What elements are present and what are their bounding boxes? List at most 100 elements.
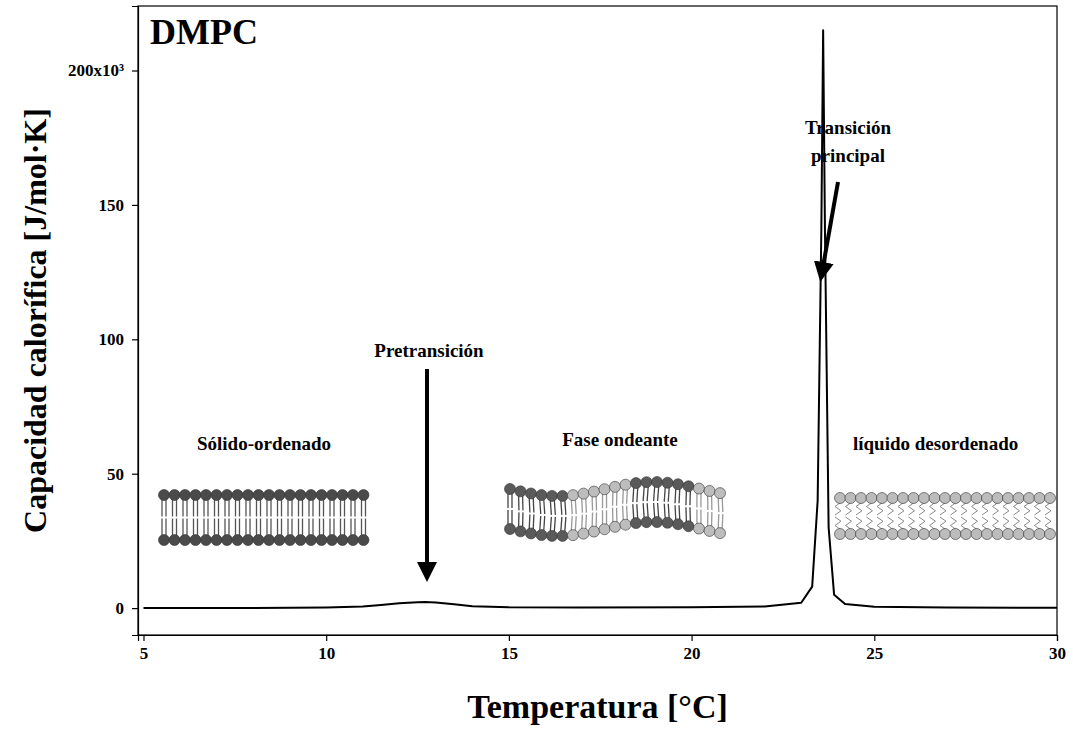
lipid-head xyxy=(159,535,170,546)
lipid-head xyxy=(169,490,180,501)
lipid-head xyxy=(1013,529,1024,540)
lipid-head xyxy=(715,488,726,499)
x-tick-mark xyxy=(143,635,144,641)
x-axis: 51015202530 xyxy=(139,635,1067,663)
lipid-head xyxy=(835,493,846,504)
y-axis: 0 50 100 150 200x10³ xyxy=(68,7,139,636)
lipid-head xyxy=(919,529,930,540)
lipid-head xyxy=(992,493,1003,504)
lipid-head xyxy=(683,521,694,532)
lipid-head xyxy=(1003,493,1014,504)
y-tick-label: 150 xyxy=(99,196,125,215)
lipid-head xyxy=(919,493,930,504)
x-tick-label: 5 xyxy=(140,644,149,663)
lipid-head xyxy=(992,529,1003,540)
x-axis-line xyxy=(139,636,1058,642)
x-tick-label: 10 xyxy=(318,644,335,663)
y-tick-mark xyxy=(132,70,138,71)
lipid-head xyxy=(274,490,285,501)
y-tick: 100 xyxy=(99,330,139,349)
lipid-head xyxy=(348,490,359,501)
lipid-head xyxy=(866,529,877,540)
y-tick: 200x10³ xyxy=(68,61,138,80)
lipid-head xyxy=(243,535,254,546)
lipid-head xyxy=(662,517,673,528)
lipid-head xyxy=(908,493,919,504)
lipid-head xyxy=(327,490,338,501)
annotation: Fase ondeante xyxy=(562,429,678,450)
lipid-head xyxy=(940,493,951,504)
lipid-head xyxy=(694,523,705,534)
lipid-head xyxy=(295,535,306,546)
y-tick-label: 0 xyxy=(116,599,125,618)
lipid-head xyxy=(610,481,621,492)
lipid-head xyxy=(1034,529,1045,540)
x-tick-label: 30 xyxy=(1049,644,1066,663)
lipid-head xyxy=(274,535,285,546)
y-tick-label: 200x10³ xyxy=(68,61,124,80)
lipid-head xyxy=(971,493,982,504)
annotation: Sólido-ordenado xyxy=(197,433,331,454)
lipid-head xyxy=(866,493,877,504)
annotations: PretransiciónTransiciónprincipalSólido-o… xyxy=(197,117,1018,578)
lipid-head xyxy=(610,521,621,532)
lipid-head xyxy=(358,535,369,546)
x-tick: 15 xyxy=(501,635,518,663)
lipid-head xyxy=(568,490,579,501)
lipid-head xyxy=(641,517,652,528)
lipid-head xyxy=(631,478,642,489)
lipid-head xyxy=(159,490,170,501)
lipid-head xyxy=(1034,493,1045,504)
lipid-head xyxy=(253,535,264,546)
y-tick-label: 50 xyxy=(107,465,124,484)
lipid-head xyxy=(190,490,201,501)
x-tick: 5 xyxy=(140,635,149,663)
arrow xyxy=(821,182,838,278)
lipid-head xyxy=(704,525,715,536)
lipid-head xyxy=(285,490,296,501)
membrane-cartoons xyxy=(159,477,1056,546)
lipid-head xyxy=(1045,529,1056,540)
heat-capacity-line xyxy=(143,30,1057,608)
lipid-head xyxy=(887,493,898,504)
lipid-head xyxy=(887,529,898,540)
lipid-head xyxy=(578,528,589,539)
x-axis-title: Temperatura [°C] xyxy=(467,688,728,725)
lipid-head xyxy=(950,529,961,540)
lipid-head xyxy=(578,488,589,499)
lipid-head xyxy=(589,526,600,537)
lipid-head xyxy=(1024,493,1035,504)
y-axis-line xyxy=(132,7,139,636)
x-tick-mark xyxy=(1057,635,1058,641)
y-tick-mark xyxy=(132,474,138,475)
data-layer xyxy=(143,30,1057,608)
lipid-head xyxy=(557,530,568,541)
lipid-head xyxy=(940,529,951,540)
lipid-head xyxy=(929,493,940,504)
lipid-head xyxy=(211,490,222,501)
lipid-head xyxy=(515,526,526,537)
lipid-head xyxy=(201,490,212,501)
lipid-head xyxy=(620,479,631,490)
membrane-ripple xyxy=(505,477,726,542)
lipid-head xyxy=(589,486,600,497)
lipid-head xyxy=(1045,493,1056,504)
x-tick: 20 xyxy=(684,635,701,663)
lipid-head xyxy=(856,529,867,540)
lipid-head xyxy=(845,493,856,504)
membrane-liquid xyxy=(835,493,1056,540)
lipid-head xyxy=(180,535,191,546)
lipid-head xyxy=(929,529,940,540)
lipid-head xyxy=(845,529,856,540)
lipid-head xyxy=(961,493,972,504)
lipid-head xyxy=(652,477,663,488)
lipid-head xyxy=(337,490,348,501)
lipid-head xyxy=(505,524,516,535)
lipid-head xyxy=(358,490,369,501)
annotation: Transiciónprincipal xyxy=(805,117,892,166)
lipid-head xyxy=(547,530,558,541)
lipid-head xyxy=(704,485,715,496)
lipid-head xyxy=(673,519,684,530)
lipid-head xyxy=(306,535,317,546)
lipid-head xyxy=(673,479,684,490)
